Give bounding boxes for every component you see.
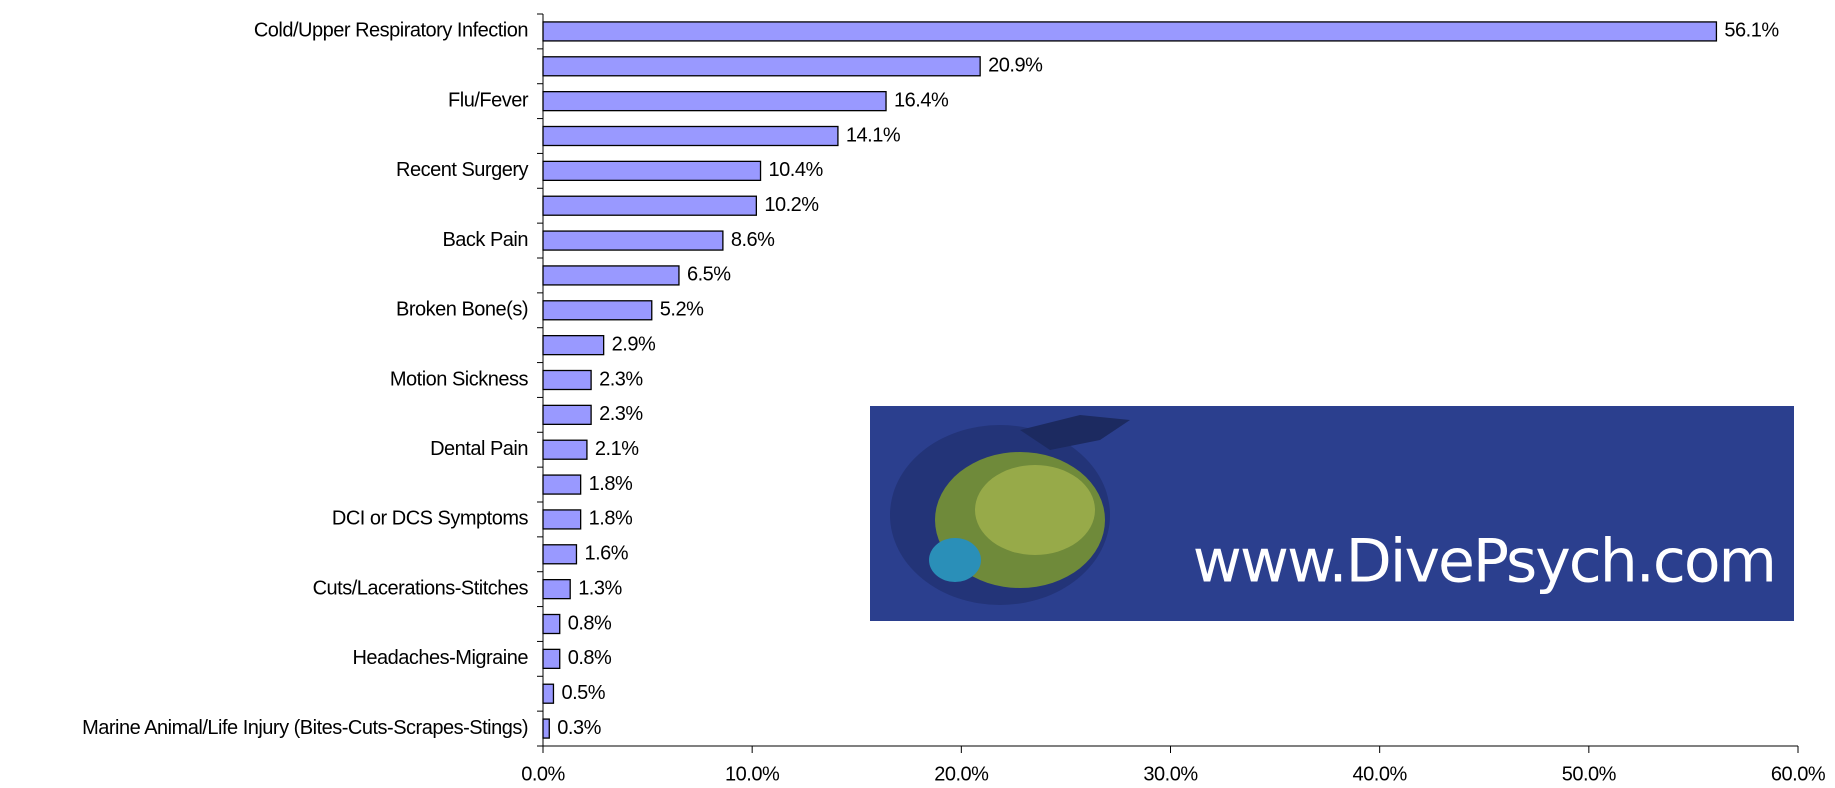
value-label: 0.8%	[568, 647, 612, 669]
y-tick-label: Motion Sickness	[390, 368, 529, 390]
bar	[543, 615, 560, 634]
x-tick-label: 0.0%	[521, 763, 565, 785]
y-tick-label: DCI or DCS Symptoms	[332, 508, 529, 530]
value-label: 1.8%	[589, 508, 633, 530]
value-label: 2.9%	[612, 333, 656, 355]
bar	[543, 196, 756, 215]
bar	[543, 161, 761, 180]
y-tick-label: Marine Animal/Life Injury (Bites-Cuts-Sc…	[82, 717, 528, 739]
bar	[543, 440, 587, 459]
bar	[543, 57, 980, 76]
banner: www.DivePsych.com	[870, 406, 1794, 621]
y-tick-label: Cuts/Lacerations-Stitches	[313, 577, 529, 599]
value-label: 8.6%	[731, 229, 775, 251]
value-label: 0.3%	[557, 717, 601, 739]
value-label: 0.8%	[568, 612, 612, 634]
bar	[543, 336, 604, 355]
bar	[543, 301, 652, 320]
y-tick-label: Broken Bone(s)	[396, 299, 528, 321]
value-label: 10.2%	[764, 194, 819, 216]
value-label: 14.1%	[846, 124, 901, 146]
value-label: 1.3%	[578, 577, 622, 599]
x-tick-label: 40.0%	[1353, 763, 1408, 785]
page: {"chart_data": {"type": "bar", "orientat…	[0, 0, 1835, 788]
x-tick-label: 30.0%	[1143, 763, 1198, 785]
banner-text: www.DivePsych.com	[1193, 527, 1775, 597]
value-label: 0.5%	[561, 682, 605, 704]
y-tick-label: Dental Pain	[430, 438, 528, 460]
fish-pattern	[975, 465, 1095, 555]
bar	[543, 266, 679, 285]
bar	[543, 475, 581, 494]
value-label: 56.1%	[1724, 20, 1779, 42]
bar	[543, 231, 723, 250]
value-label: 6.5%	[687, 264, 731, 286]
chart: 0.0% 10.0% 20.0% 30.0% 40.0% 50.0% 60.0% Cold/U…	[0, 0, 1835, 788]
x-tick-label: 10.0%	[725, 763, 780, 785]
bar	[543, 405, 591, 424]
x-tick-label: 60.0%	[1771, 763, 1826, 785]
bar	[543, 22, 1716, 41]
value-label: 16.4%	[894, 89, 949, 111]
bar	[543, 510, 581, 529]
bar	[543, 545, 576, 564]
y-tick-label: Back Pain	[442, 229, 528, 251]
value-label: 20.9%	[988, 55, 1043, 77]
value-label: 1.6%	[584, 543, 628, 565]
bar	[543, 580, 570, 599]
bar	[543, 719, 549, 738]
bar	[543, 649, 560, 668]
value-label: 1.8%	[589, 473, 633, 495]
bar	[543, 127, 838, 146]
bar	[543, 684, 553, 703]
bar	[543, 92, 886, 111]
value-label: 2.1%	[595, 438, 639, 460]
value-label: 5.2%	[660, 299, 704, 321]
y-tick-label: Headaches-Migraine	[352, 647, 528, 669]
y-tick-label: Cold/Upper Respiratory Infection	[254, 20, 528, 42]
x-tick-label: 50.0%	[1562, 763, 1617, 785]
bar	[543, 371, 591, 390]
value-label: 2.3%	[599, 403, 643, 425]
fish-head	[929, 538, 981, 582]
x-tick-label: 20.0%	[934, 763, 989, 785]
y-tick-label: Recent Surgery	[396, 159, 528, 181]
value-label: 10.4%	[769, 159, 824, 181]
value-label: 2.3%	[599, 368, 643, 390]
y-tick-label: Flu/Fever	[448, 89, 529, 111]
